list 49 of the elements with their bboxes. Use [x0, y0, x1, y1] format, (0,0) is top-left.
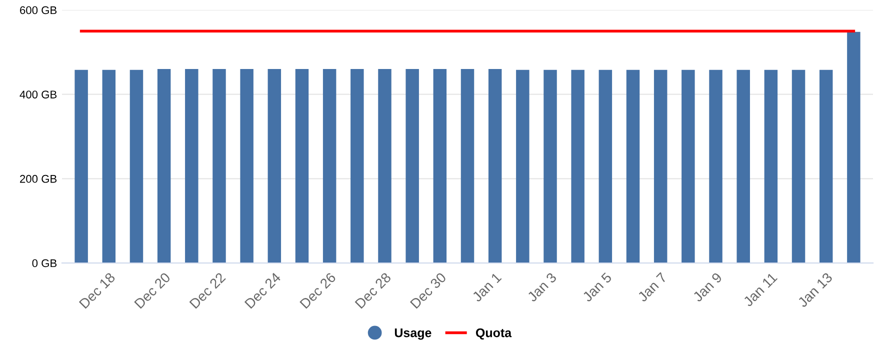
bar [626, 70, 640, 263]
y-tick-label: 600 GB [20, 6, 57, 14]
bar [819, 70, 833, 263]
bar [516, 70, 530, 263]
bar [130, 70, 144, 263]
bar [709, 70, 722, 263]
x-tick-label: Jan 3 [526, 272, 558, 302]
bar [322, 69, 336, 263]
x-tick-label: Dec 30 [410, 272, 447, 309]
bar [544, 70, 557, 263]
x-tick-label: Dec 18 [78, 272, 116, 309]
legend-label: Usage [394, 328, 432, 340]
bar [406, 69, 419, 263]
bar [268, 69, 282, 263]
bar [74, 70, 88, 263]
bar [682, 70, 695, 263]
bar [654, 70, 668, 263]
bar [488, 69, 502, 263]
bar [102, 70, 116, 263]
x-tick-label: Dec 24 [244, 272, 282, 309]
bar [847, 32, 860, 263]
bar [350, 69, 364, 263]
bar [433, 69, 447, 263]
x-tick-label: Jan 13 [797, 272, 833, 308]
x-tick-label: Jan 9 [692, 272, 723, 302]
x-tick-label: Jan 7 [637, 272, 668, 302]
bar [571, 70, 584, 263]
x-tick-label: Jan 1 [472, 272, 502, 302]
legend-label: Quota [476, 328, 512, 340]
x-tick-label: Dec 20 [134, 272, 171, 309]
y-tick-label: 0 GB [32, 259, 57, 268]
bar [212, 69, 226, 263]
y-tick-label: 200 GB [20, 174, 57, 183]
y-tick-label: 400 GB [20, 90, 57, 98]
bar [185, 69, 198, 263]
bar [295, 69, 309, 263]
x-tick-label: Dec 22 [189, 272, 226, 309]
bar [736, 70, 750, 263]
x-tick-label: Jan 11 [742, 272, 778, 308]
bar [240, 69, 254, 263]
bar [460, 69, 474, 263]
bar [792, 70, 806, 263]
x-tick-label: Jan 5 [582, 272, 612, 302]
x-tick-label: Dec 26 [300, 272, 336, 309]
bar [157, 69, 171, 263]
x-tick-label: Dec 28 [354, 272, 392, 309]
bar [764, 70, 778, 263]
bar [598, 70, 612, 263]
bar [378, 69, 392, 263]
